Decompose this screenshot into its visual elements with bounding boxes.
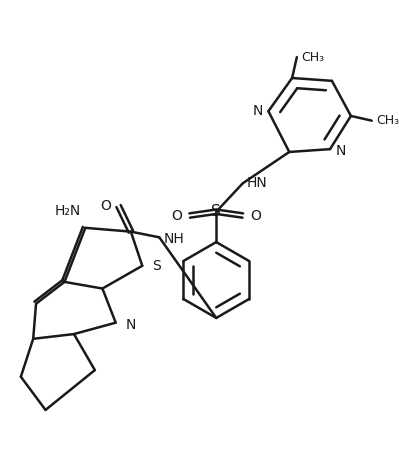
Text: O: O	[251, 208, 261, 222]
Text: S: S	[152, 259, 160, 273]
Text: NH: NH	[163, 232, 184, 246]
Text: CH₃: CH₃	[377, 114, 399, 127]
Text: N: N	[252, 104, 263, 118]
Text: N: N	[125, 318, 136, 332]
Text: CH₃: CH₃	[302, 51, 325, 63]
Text: O: O	[171, 208, 182, 222]
Text: HN: HN	[247, 176, 267, 190]
Text: S: S	[211, 204, 221, 219]
Text: O: O	[100, 199, 111, 213]
Text: N: N	[336, 144, 346, 158]
Text: H₂N: H₂N	[54, 204, 81, 218]
